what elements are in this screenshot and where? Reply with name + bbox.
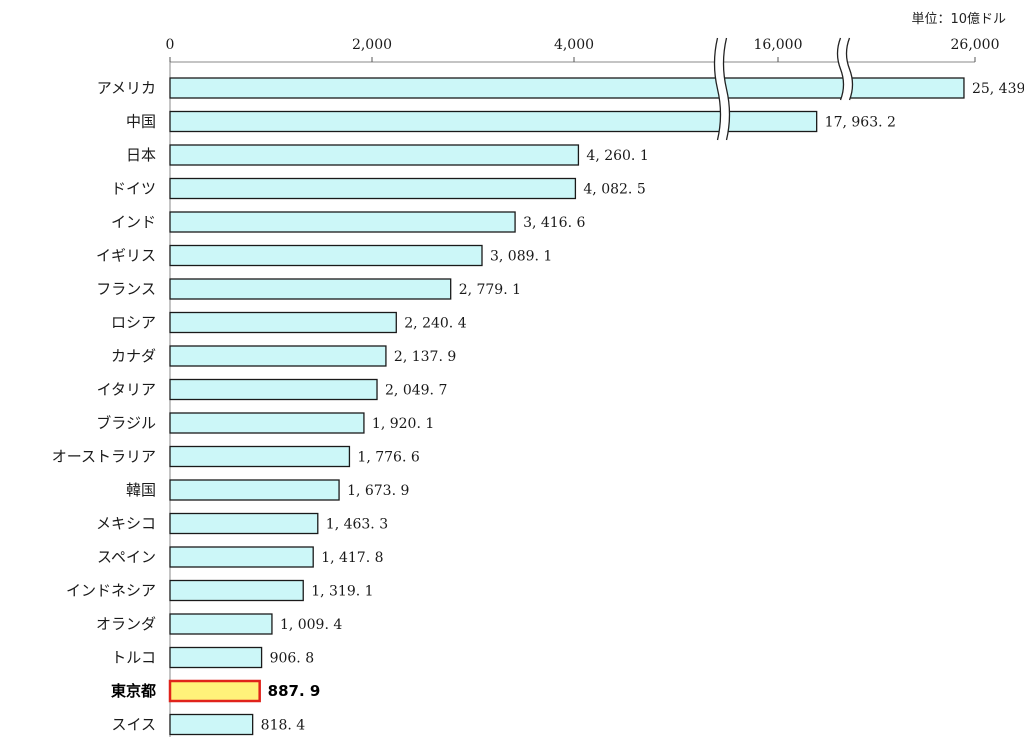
category-label: ドイツ xyxy=(111,180,156,198)
bar xyxy=(169,211,516,233)
bar xyxy=(169,244,483,267)
axis-break-2-left-edge xyxy=(836,37,845,101)
bar xyxy=(169,311,397,334)
category-label: メキシコ xyxy=(96,515,156,533)
bar xyxy=(169,479,340,501)
value-label: 1, 417. 8 xyxy=(321,550,383,566)
bar xyxy=(169,713,254,736)
category-label: インドネシア xyxy=(66,582,156,600)
value-label: 2, 240. 4 xyxy=(404,316,466,332)
category-label: カナダ xyxy=(111,347,156,365)
bar xyxy=(169,445,351,468)
bar xyxy=(169,110,818,133)
value-label: 4, 260. 1 xyxy=(586,148,648,164)
value-label: 906. 8 xyxy=(270,651,315,667)
unit-label: 単位：10億ドル xyxy=(911,12,1006,27)
category-label: トルコ xyxy=(111,649,156,667)
value-label: 2, 779. 1 xyxy=(459,282,521,298)
bar xyxy=(169,646,263,669)
category-label: イタリア xyxy=(97,381,156,399)
bar xyxy=(169,278,452,300)
value-label: 25, 439. 7 xyxy=(972,81,1024,97)
category-label: オーストラリア xyxy=(52,448,156,466)
category-label: ロシア xyxy=(111,314,156,332)
value-label: 1, 463. 3 xyxy=(326,517,388,533)
value-label: 1, 673. 9 xyxy=(347,483,409,499)
x-tick-label: 16,000 xyxy=(754,37,803,53)
category-label: スペイン xyxy=(97,548,156,566)
axis-break-1-left-edge xyxy=(713,37,722,141)
category-label: イギリス xyxy=(96,247,156,265)
value-label: 3, 416. 6 xyxy=(523,215,585,231)
value-label: 887. 9 xyxy=(268,682,321,700)
x-tick-label: 26,000 xyxy=(951,37,1000,53)
bar xyxy=(169,613,273,635)
bar xyxy=(169,144,580,166)
axis-break-1-gap xyxy=(714,38,730,140)
category-label: オランダ xyxy=(96,615,156,633)
bar xyxy=(169,177,577,200)
value-label: 17, 963. 2 xyxy=(825,115,896,131)
category-label: フランス xyxy=(96,280,156,298)
category-label: 日本 xyxy=(126,146,156,164)
category-label: インド xyxy=(111,213,156,231)
value-label: 1, 009. 4 xyxy=(280,617,342,633)
value-label: 818. 4 xyxy=(261,718,306,734)
category-label: アメリカ xyxy=(97,79,156,97)
bar xyxy=(169,546,314,568)
value-label: 2, 137. 9 xyxy=(394,349,456,365)
axis-break-1-right-edge xyxy=(722,37,731,141)
bar xyxy=(169,378,378,401)
value-label: 1, 920. 1 xyxy=(372,416,434,432)
value-label: 2, 049. 7 xyxy=(385,383,447,399)
bar xyxy=(169,412,365,434)
axis-break-2-right-edge xyxy=(845,37,854,101)
value-label: 1, 776. 6 xyxy=(357,450,419,466)
bar xyxy=(169,579,304,602)
category-label: 中国 xyxy=(126,113,156,131)
bar xyxy=(168,679,261,703)
value-label: 1, 319. 1 xyxy=(311,584,373,600)
bar xyxy=(169,512,319,535)
bar xyxy=(169,77,965,99)
x-tick-label: 4,000 xyxy=(554,37,594,53)
category-label: 韓国 xyxy=(126,481,156,499)
value-label: 4, 082. 5 xyxy=(583,182,645,198)
axis-break-2-gap xyxy=(837,38,853,100)
value-label: 3, 089. 1 xyxy=(490,249,552,265)
category-label: 東京都 xyxy=(111,682,156,700)
bar xyxy=(169,345,387,367)
x-tick-label: 0 xyxy=(166,37,175,53)
category-label: スイス xyxy=(111,716,156,734)
x-tick-label: 2,000 xyxy=(352,37,392,53)
category-label: ブラジル xyxy=(96,414,156,432)
